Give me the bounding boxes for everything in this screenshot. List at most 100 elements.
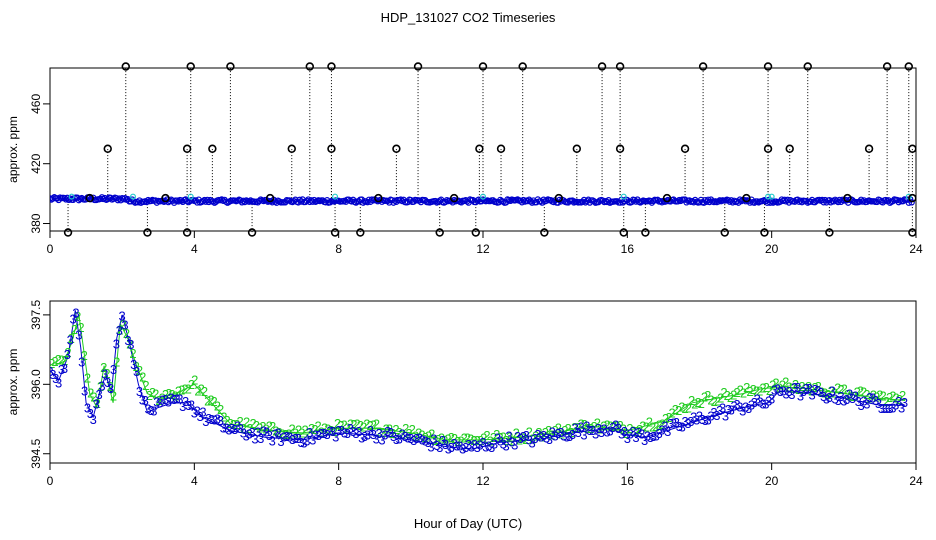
- baseline-point: [309, 198, 316, 205]
- series-3-marker: 3: [580, 428, 587, 443]
- spike-point: [356, 228, 365, 237]
- spike-point: [698, 62, 708, 71]
- series-3-marker: 3: [113, 336, 120, 351]
- series-2-marker: 2: [256, 420, 263, 435]
- bottom-panel-x-tick-label: 20: [765, 474, 779, 488]
- baseline-point: [895, 198, 902, 206]
- series-3-marker: 3: [179, 399, 186, 414]
- series-2-marker: 2: [704, 388, 711, 403]
- series-2-marker: 2: [850, 389, 857, 404]
- series-3-marker: 3: [46, 364, 53, 379]
- series-3-marker: 3: [104, 375, 111, 390]
- series-3-marker: 3: [693, 412, 700, 427]
- series-3-marker: 3: [355, 424, 362, 439]
- baseline-point: [859, 198, 866, 205]
- series-3-marker: 3: [676, 419, 683, 434]
- series-3-marker: 3: [309, 432, 316, 447]
- series-3-marker: 3: [121, 317, 128, 332]
- spike-point: [208, 144, 217, 153]
- series-3-marker: 3: [754, 391, 761, 406]
- cyan-point: [68, 193, 75, 200]
- top-panel-x-tick-label: 0: [47, 242, 54, 256]
- series-2-marker: 2: [659, 417, 666, 432]
- baseline-point: [360, 199, 367, 206]
- bottom-panel-y-tick-label: 394.5: [29, 438, 43, 468]
- series-2-marker: 2: [178, 383, 185, 398]
- series-2-marker: 2: [730, 387, 737, 402]
- series-3-marker: 3: [393, 432, 400, 447]
- series-3-marker: 3: [655, 426, 662, 441]
- series-2-marker: 2: [681, 401, 688, 416]
- series-2-marker: 2: [263, 422, 270, 437]
- spike-point: [413, 62, 423, 71]
- spike-point: [471, 228, 480, 237]
- series-2-marker: 2: [172, 389, 179, 404]
- series-2-marker: 2: [357, 418, 364, 433]
- series-3-marker: 3: [222, 420, 229, 435]
- series-3-marker: 3: [497, 434, 504, 449]
- series-2-marker: 2: [467, 431, 474, 446]
- series-3-marker: 3: [95, 387, 102, 402]
- series-3-marker: 3: [528, 436, 535, 451]
- series-3-marker: 3: [277, 434, 284, 449]
- series-2-marker: 2: [305, 425, 312, 440]
- series-2-marker: 2: [152, 386, 159, 401]
- baseline-point: [863, 198, 871, 206]
- series-2-marker: 2: [769, 378, 776, 393]
- series-2-marker: 2: [146, 388, 153, 403]
- series-3-marker: 3: [225, 423, 232, 438]
- series-3-marker: 3: [425, 435, 432, 450]
- series-2-marker: 2: [821, 385, 828, 400]
- series-2-marker: 2: [665, 410, 672, 425]
- baseline-point: [391, 197, 399, 204]
- series-3-marker: 3: [598, 425, 605, 440]
- spike-point: [374, 193, 383, 203]
- spike-point: [327, 62, 336, 71]
- series-3-marker: 3: [349, 424, 356, 439]
- spike-point: [680, 144, 690, 153]
- series-3-marker: 3: [788, 387, 795, 402]
- series-2-marker: 2: [529, 431, 536, 446]
- series-3-marker: 3: [875, 396, 882, 411]
- series-3-marker: 3: [514, 429, 521, 444]
- baseline-point: [121, 194, 129, 202]
- series-2-marker: 2: [289, 421, 296, 436]
- series-2-marker: 2: [331, 424, 338, 439]
- series-3-marker: 3: [609, 420, 616, 435]
- top-panel-y-tick-label: 380: [29, 213, 43, 233]
- series-2-marker: 2: [230, 417, 237, 432]
- series-2-marker: 2: [535, 425, 542, 440]
- series-2-marker: 2: [457, 433, 464, 448]
- series-3-marker: 3: [280, 430, 287, 445]
- spike-point: [327, 144, 336, 153]
- series-3-marker: 3: [321, 426, 328, 441]
- series-3-marker: 3: [119, 309, 126, 324]
- series-2-line: [53, 314, 906, 441]
- series-3-marker: 3: [549, 425, 556, 440]
- series-3-marker: 3: [537, 430, 544, 445]
- series-2-marker: 2: [116, 322, 123, 337]
- series-2-marker: 2: [162, 387, 169, 402]
- series-3-marker: 3: [407, 431, 414, 446]
- baseline-point: [97, 195, 104, 203]
- baseline-point: [241, 198, 249, 206]
- series-3-marker: 3: [855, 394, 862, 409]
- series-3-marker: 3: [774, 381, 781, 396]
- baseline-point: [590, 198, 598, 205]
- series-3-marker: 3: [635, 425, 642, 440]
- cyan-point: [620, 193, 627, 200]
- series-3-marker: 3: [274, 425, 281, 440]
- series-2-marker: 2: [233, 417, 240, 432]
- series-2-marker: 2: [763, 380, 770, 395]
- series-3-marker: 3: [358, 430, 365, 445]
- series-2-marker: 2: [613, 419, 620, 434]
- series-2-marker: 2: [139, 370, 146, 385]
- series-3-marker: 3: [217, 413, 224, 428]
- series-3-marker: 3: [601, 422, 608, 437]
- series-3-marker: 3: [650, 429, 657, 444]
- spike-point: [882, 62, 892, 71]
- series-2-marker: 2: [402, 421, 409, 436]
- spike-point: [182, 144, 192, 153]
- series-2-marker: 2: [818, 385, 825, 400]
- series-2-marker: 2: [587, 421, 594, 436]
